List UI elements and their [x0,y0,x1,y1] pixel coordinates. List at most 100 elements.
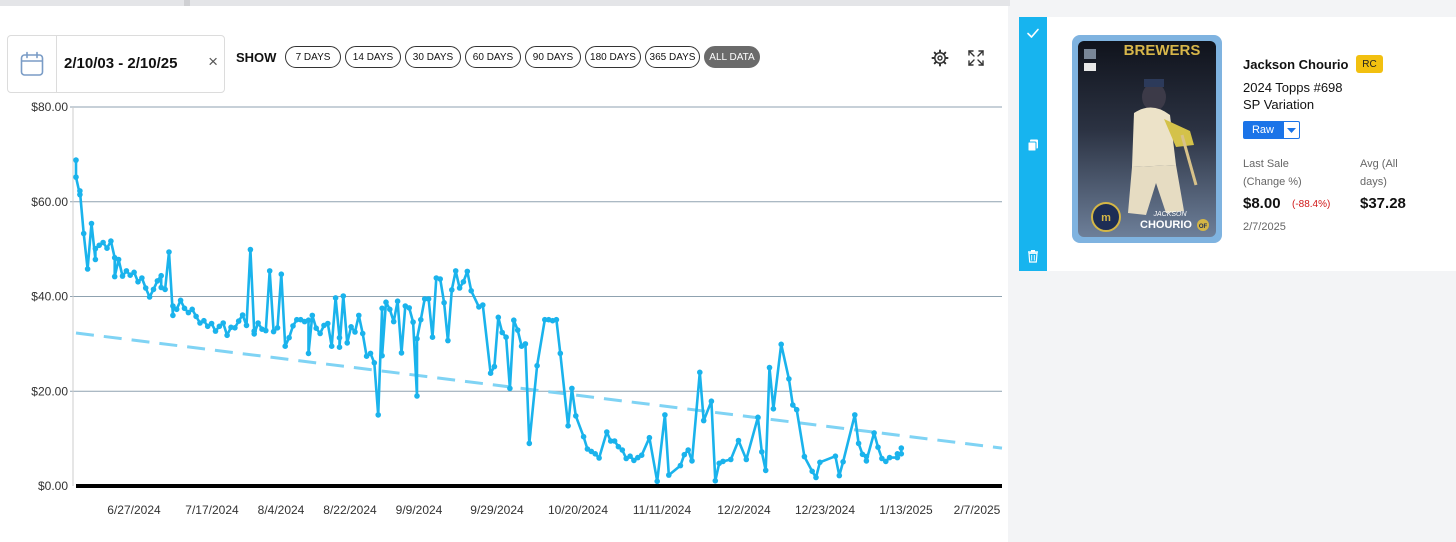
last-sale-change: (-88.4%) [1292,199,1331,210]
price-point [894,451,901,457]
price-point [875,444,881,451]
gear-icon[interactable] [930,48,950,68]
price-point [266,268,273,274]
price-point [325,320,331,327]
y-tick-label: $60.00 [31,195,68,209]
price-point [344,340,351,346]
price-chart: $0.00 $20.00 $40.00 $60.00 $80.00 6/27/2024 7/… [31,100,1003,517]
check-icon[interactable] [1026,26,1040,40]
grade-badge[interactable]: Raw [1243,121,1283,139]
price-point [162,286,168,293]
price-point [208,320,215,327]
price-point [108,238,114,244]
price-point [534,362,540,369]
price-point [879,455,885,462]
player-name: Jackson Chourio [1243,57,1349,72]
price-point [452,268,459,274]
price-point [503,334,509,341]
price-point [204,323,211,330]
price-point [580,433,587,440]
range-90-days-button[interactable]: 90 DAYS [525,46,581,68]
price-point [762,467,769,474]
x-tick-label: 8/22/2024 [323,503,377,517]
price-point [282,343,289,350]
price-point [414,335,420,342]
price-point [809,468,815,475]
calendar-button[interactable] [8,36,57,92]
price-point [898,451,905,457]
price-point [77,188,83,194]
range-365-days-button[interactable]: 365 DAYS [645,46,700,68]
price-point [414,393,420,399]
rc-badge: RC [1356,55,1383,73]
trash-icon[interactable] [1026,249,1040,263]
price-point [863,458,870,464]
price-point [379,352,385,359]
copy-icon[interactable] [1026,138,1040,152]
price-point [770,406,777,412]
price-point [813,474,819,481]
clear-date-icon[interactable]: × [208,52,218,71]
price-point [460,279,467,285]
price-point [638,452,645,459]
price-point [375,412,382,418]
price-point [569,385,575,392]
price-point [371,360,378,366]
show-label: SHOW [236,50,277,65]
price-point [88,220,95,227]
price-point [720,458,726,465]
last-sale-label: Last Sale [1243,158,1289,170]
price-point [142,285,149,291]
price-point [507,385,513,392]
price-point [596,455,602,461]
price-point [232,325,238,331]
card-last-name-text: CHOURIO [1140,219,1192,231]
date-range-picker[interactable]: 2/10/03 - 2/10/25 × [7,35,225,93]
price-point [390,318,397,325]
price-point [387,306,393,313]
expand-icon[interactable] [966,48,986,68]
price-point [627,453,633,460]
price-point [735,437,742,444]
price-point [363,353,370,360]
price-point [80,230,87,237]
grade-dropdown[interactable] [1283,121,1300,139]
price-point [166,249,172,255]
chart-panel: $0.00 $20.00 $40.00 $60.00 $80.00 6/27/2024 7/… [0,6,1008,542]
price-point [619,447,626,453]
card-panel: BREWERS m JACKSON CHOURIO OF Jackson Cho… [1019,17,1456,271]
price-point [115,256,122,263]
range-7-days-button[interactable]: 7 DAYS [285,46,341,68]
x-tick-label: 2/7/2025 [954,503,1001,517]
price-point [170,312,176,319]
price-point [464,268,471,275]
price-point [123,268,130,274]
range-all-data-button[interactable]: ALL DATA [704,46,760,68]
range-180-days-button[interactable]: 180 DAYS [585,46,641,68]
range-30-days-button[interactable]: 30 DAYS [405,46,461,68]
price-point [270,328,277,335]
price-point [255,320,261,326]
price-point [514,327,521,333]
price-point [305,317,312,324]
price-point [511,317,517,324]
x-tick-label: 6/27/2024 [107,503,161,517]
price-point [290,323,296,329]
date-range-text[interactable]: 2/10/03 - 2/10/25 [64,55,178,72]
price-point [309,312,316,319]
price-point [286,334,292,341]
price-point [631,457,637,464]
y-tick-label: $0.00 [38,479,68,493]
price-point [445,337,451,344]
price-point [553,316,560,323]
x-tick-label: 12/23/2024 [795,503,855,517]
price-point [332,295,339,301]
range-14-days-button[interactable]: 14 DAYS [345,46,401,68]
x-tick-label: 11/11/2024 [633,503,692,517]
price-point [480,302,486,308]
price-point [855,440,862,447]
range-60-days-button[interactable]: 60 DAYS [465,46,521,68]
price-point [410,319,416,325]
price-point [708,398,715,405]
price-point [456,285,463,291]
